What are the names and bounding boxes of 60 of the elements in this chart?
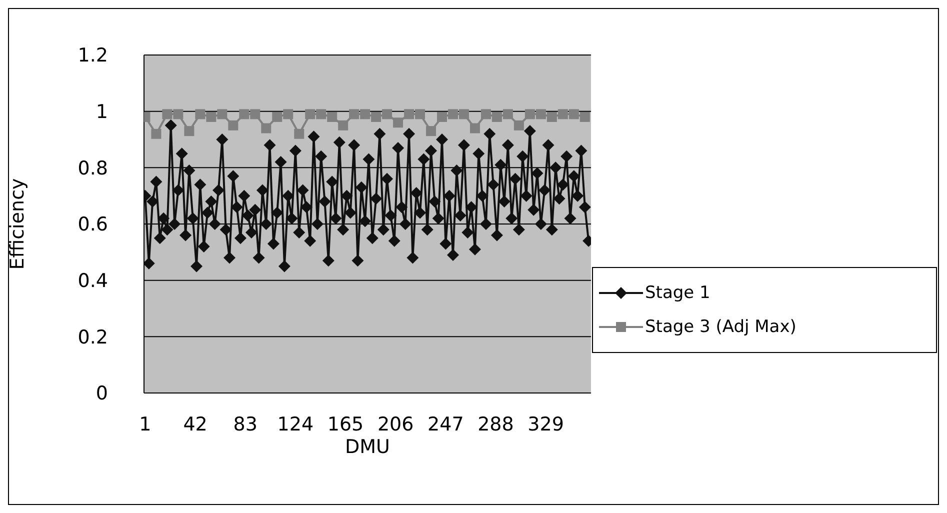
point <box>217 109 228 120</box>
point <box>283 109 294 120</box>
point <box>371 112 382 122</box>
legend-label: Stage 1 <box>645 283 710 303</box>
point <box>250 109 260 120</box>
x-tick-label: 165 <box>327 413 364 436</box>
point <box>195 109 206 120</box>
point <box>492 112 502 122</box>
point <box>580 112 590 122</box>
point <box>426 126 436 136</box>
point <box>184 126 194 136</box>
point <box>382 109 392 120</box>
x-tick-label: 124 <box>277 413 314 436</box>
point <box>305 109 316 120</box>
legend-label: Stage 3 (Adj Max) <box>645 317 796 337</box>
point <box>151 128 162 139</box>
point <box>404 109 414 120</box>
point <box>360 109 370 120</box>
point <box>458 109 469 120</box>
point <box>294 128 304 139</box>
point <box>228 120 238 130</box>
point <box>316 109 326 120</box>
y-tick-label: 0.8 <box>78 157 108 180</box>
x-tick-label: 42 <box>183 413 208 436</box>
y-tick-label: 1 <box>96 101 108 124</box>
point <box>261 123 272 134</box>
point <box>206 112 216 122</box>
y-tick-label: 0 <box>96 382 108 405</box>
y-tick-label: 0.6 <box>78 214 108 236</box>
point <box>173 109 184 120</box>
point <box>162 109 172 120</box>
x-tick-label: 247 <box>428 413 464 436</box>
point <box>415 109 426 120</box>
point <box>514 120 524 130</box>
point <box>338 120 348 130</box>
point <box>568 109 579 120</box>
x-tick-label: 288 <box>478 413 514 436</box>
x-tick-label: 1 <box>139 413 152 436</box>
x-axis-title: DMU <box>345 436 390 458</box>
point <box>448 109 458 120</box>
point <box>546 112 557 122</box>
point <box>524 109 535 120</box>
x-tick-label: 83 <box>233 413 258 436</box>
y-tick-label: 0.4 <box>78 270 108 292</box>
x-tick-label: 329 <box>528 413 564 436</box>
point <box>536 109 546 120</box>
point <box>327 112 338 122</box>
y-tick-label: 0.2 <box>78 326 108 348</box>
point <box>437 112 447 122</box>
point <box>239 109 250 120</box>
point <box>502 109 513 120</box>
y-axis-title: Efficiency <box>6 178 29 270</box>
point <box>393 118 404 128</box>
point <box>349 109 360 120</box>
point <box>558 109 568 120</box>
y-tick-label: 1.2 <box>78 44 108 67</box>
point <box>272 112 282 122</box>
point <box>470 123 480 134</box>
x-tick-label: 206 <box>377 413 414 436</box>
point <box>480 109 491 120</box>
